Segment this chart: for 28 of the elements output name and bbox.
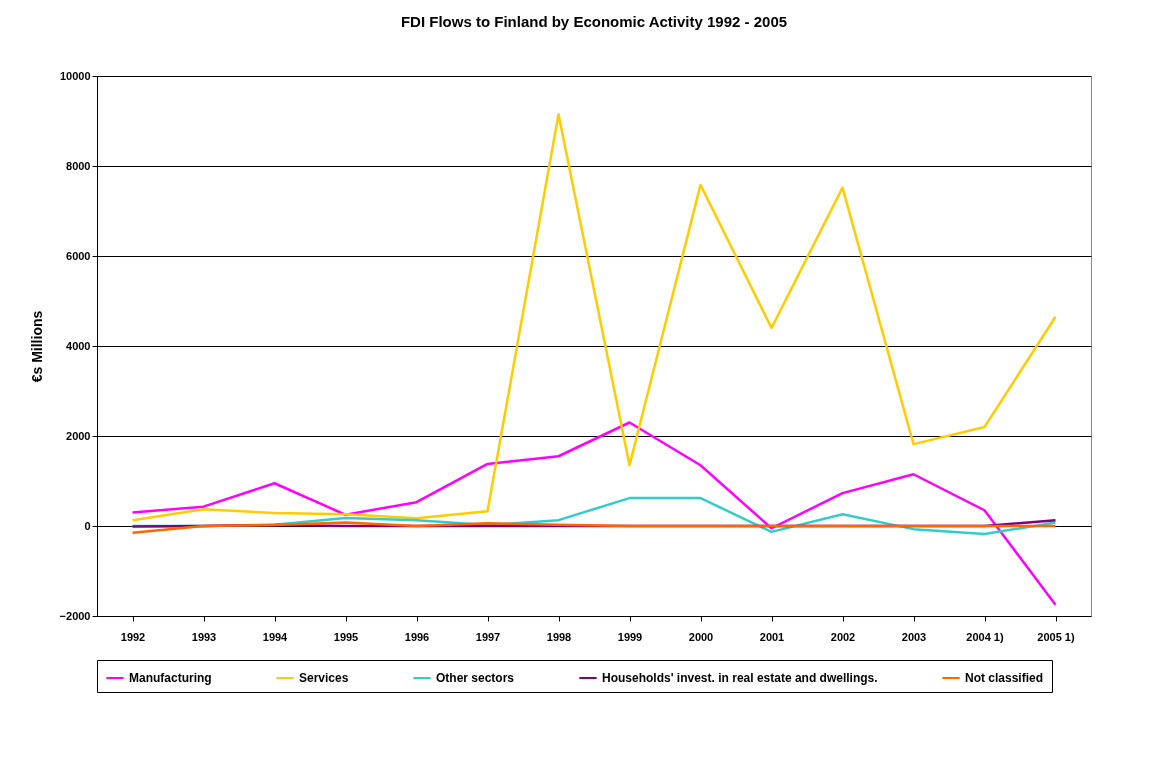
- y-tick-label: 8000: [66, 159, 91, 172]
- legend-label: Not classified: [965, 671, 1044, 685]
- x-tick-label: 1992: [120, 630, 146, 643]
- y-tick-label: 0: [84, 519, 91, 532]
- x-tick-label: 2001: [759, 630, 785, 643]
- y-axis-title: €s Millions: [28, 310, 45, 383]
- x-tick-label: 1993: [191, 630, 217, 643]
- y-tick-label: 4000: [66, 339, 91, 352]
- y-tick-label: −2000: [59, 609, 91, 622]
- legend-label: Services: [299, 671, 349, 685]
- x-tick-label: 2000: [688, 630, 714, 643]
- y-tick-label: 10000: [59, 69, 91, 82]
- x-tick-label: 1996: [404, 630, 430, 643]
- y-tick-label: 2000: [66, 429, 91, 442]
- legend-label: Manufacturing: [129, 671, 212, 685]
- legend-label: Other sectors: [436, 671, 515, 685]
- x-tick-label: 1995: [333, 630, 359, 643]
- x-tick-label: 1998: [546, 630, 572, 643]
- x-tick-label: 2005 1): [1037, 630, 1075, 643]
- y-tick-label: 6000: [66, 249, 91, 262]
- x-tick-label: 2004 1): [966, 630, 1004, 643]
- x-tick-label: 2003: [901, 630, 927, 643]
- x-tick-label: 2002: [830, 630, 856, 643]
- x-tick-label: 1997: [475, 630, 501, 643]
- x-tick-label: 1994: [262, 630, 289, 643]
- x-tick-label: 1999: [617, 630, 643, 643]
- legend-label: Households' invest. in real estate and dwellings.: [602, 671, 878, 685]
- chart-title: FDI Flows to Finland by Economic Activity 1992 - 2005: [400, 13, 788, 30]
